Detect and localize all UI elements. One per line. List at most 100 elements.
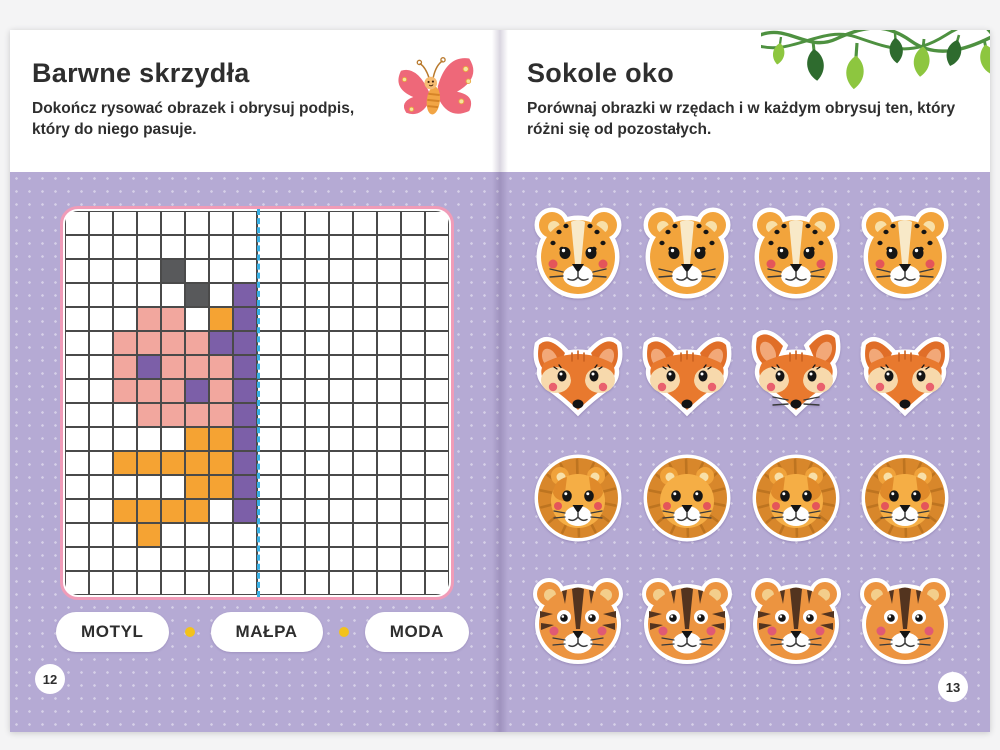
grid-cell[interactable] [425, 427, 449, 451]
tiger-sticker-odd[interactable] [855, 569, 955, 669]
grid-cell[interactable] [137, 211, 161, 235]
grid-cell[interactable] [89, 499, 113, 523]
grid-cell[interactable] [185, 331, 209, 355]
grid-cell[interactable] [209, 211, 233, 235]
grid-cell[interactable] [353, 259, 377, 283]
grid-cell[interactable] [89, 547, 113, 571]
grid-cell[interactable] [257, 547, 281, 571]
grid-cell[interactable] [329, 283, 353, 307]
grid-cell[interactable] [161, 379, 185, 403]
grid-cell[interactable] [89, 331, 113, 355]
grid-cell[interactable] [209, 331, 233, 355]
grid-cell[interactable] [137, 571, 161, 595]
grid-cell[interactable] [305, 523, 329, 547]
grid-cell[interactable] [89, 403, 113, 427]
grid-cell[interactable] [233, 307, 257, 331]
grid-cell[interactable] [161, 571, 185, 595]
grid-cell[interactable] [233, 283, 257, 307]
grid-cell[interactable] [233, 571, 257, 595]
grid-cell[interactable] [257, 475, 281, 499]
grid-cell[interactable] [281, 571, 305, 595]
grid-cell[interactable] [281, 475, 305, 499]
grid-cell[interactable] [353, 331, 377, 355]
grid-cell[interactable] [281, 355, 305, 379]
fox-sticker-odd[interactable] [746, 323, 846, 423]
grid-cell[interactable] [281, 427, 305, 451]
grid-cell[interactable] [89, 355, 113, 379]
grid-cell[interactable] [185, 523, 209, 547]
grid-cell[interactable] [185, 307, 209, 331]
grid-cell[interactable] [233, 499, 257, 523]
grid-cell[interactable] [161, 427, 185, 451]
grid-cell[interactable] [281, 379, 305, 403]
grid-cell[interactable] [233, 523, 257, 547]
grid-cell[interactable] [353, 571, 377, 595]
grid-cell[interactable] [305, 307, 329, 331]
grid-cell[interactable] [65, 499, 89, 523]
grid-cell[interactable] [113, 427, 137, 451]
grid-cell[interactable] [329, 307, 353, 331]
grid-cell[interactable] [233, 427, 257, 451]
grid-cell[interactable] [281, 211, 305, 235]
grid-cell[interactable] [353, 451, 377, 475]
grid-cell[interactable] [137, 259, 161, 283]
grid-cell[interactable] [89, 451, 113, 475]
grid-cell[interactable] [305, 235, 329, 259]
grid-cell[interactable] [233, 235, 257, 259]
grid-cell[interactable] [65, 571, 89, 595]
grid-cell[interactable] [137, 331, 161, 355]
grid-cell[interactable] [65, 427, 89, 451]
grid-cell[interactable] [257, 499, 281, 523]
grid-cell[interactable] [137, 427, 161, 451]
grid-cell[interactable] [329, 379, 353, 403]
grid-cell[interactable] [209, 355, 233, 379]
grid-cell[interactable] [305, 571, 329, 595]
grid-cell[interactable] [401, 235, 425, 259]
grid-cell[interactable] [209, 427, 233, 451]
grid-cell[interactable] [353, 427, 377, 451]
grid-cell[interactable] [209, 379, 233, 403]
grid-cell[interactable] [401, 403, 425, 427]
grid-cell[interactable] [401, 331, 425, 355]
grid-cell[interactable] [65, 307, 89, 331]
grid-cell[interactable] [161, 235, 185, 259]
lion-sticker[interactable] [528, 446, 628, 546]
grid-cell[interactable] [425, 571, 449, 595]
grid-cell[interactable] [377, 427, 401, 451]
grid-cell[interactable] [305, 259, 329, 283]
grid-cell[interactable] [353, 379, 377, 403]
grid-cell[interactable] [65, 211, 89, 235]
grid-cell[interactable] [65, 475, 89, 499]
grid-cell[interactable] [401, 499, 425, 523]
grid-cell[interactable] [257, 523, 281, 547]
grid-cell[interactable] [209, 307, 233, 331]
lion-sticker[interactable] [855, 446, 955, 546]
grid-cell[interactable] [89, 259, 113, 283]
grid-cell[interactable] [257, 355, 281, 379]
grid-cell[interactable] [305, 379, 329, 403]
grid-cell[interactable] [137, 475, 161, 499]
grid-cell[interactable] [377, 571, 401, 595]
fox-sticker[interactable] [528, 323, 628, 423]
grid-cell[interactable] [185, 211, 209, 235]
grid-cell[interactable] [137, 499, 161, 523]
grid-cell[interactable] [329, 403, 353, 427]
grid-cell[interactable] [329, 355, 353, 379]
grid-cell[interactable] [377, 331, 401, 355]
grid-cell[interactable] [425, 379, 449, 403]
grid-cell[interactable] [281, 403, 305, 427]
grid-cell[interactable] [401, 475, 425, 499]
grid-cell[interactable] [161, 403, 185, 427]
grid-cell[interactable] [281, 523, 305, 547]
grid-cell[interactable] [209, 235, 233, 259]
grid-cell[interactable] [113, 475, 137, 499]
grid-cell[interactable] [185, 547, 209, 571]
grid-cell[interactable] [257, 283, 281, 307]
leopard-sticker[interactable] [855, 200, 955, 300]
grid-cell[interactable] [65, 403, 89, 427]
grid-cell[interactable] [185, 451, 209, 475]
grid-cell[interactable] [185, 403, 209, 427]
grid-cell[interactable] [65, 379, 89, 403]
grid-cell[interactable] [209, 547, 233, 571]
grid-cell[interactable] [425, 259, 449, 283]
